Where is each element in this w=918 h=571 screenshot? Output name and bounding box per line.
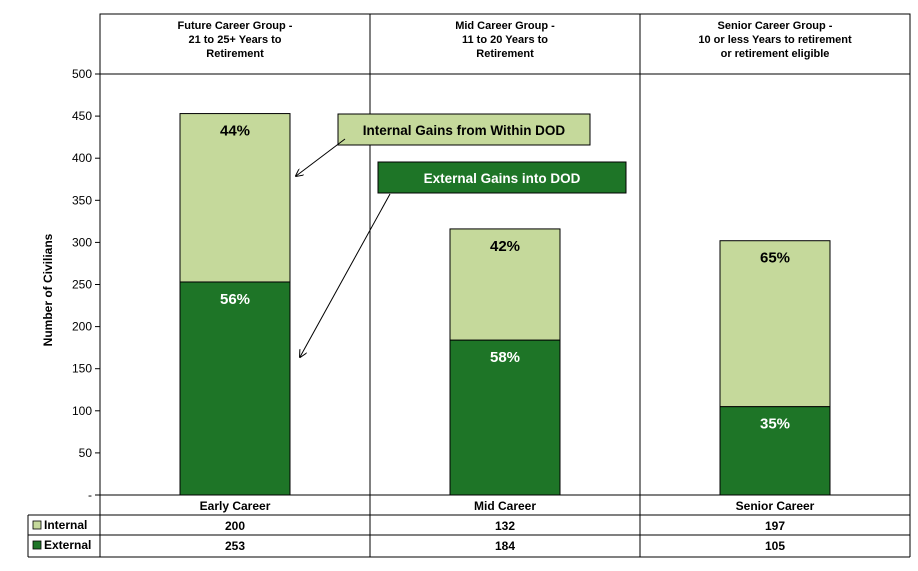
data-label-internal: 44% — [220, 123, 250, 140]
table-cell: 200 — [225, 519, 245, 533]
table-cell: 184 — [495, 539, 515, 553]
group-header-line: Mid Career Group - — [455, 20, 555, 32]
external-gains-arrow — [300, 193, 391, 357]
group-header-line: or retirement eligible — [721, 48, 830, 60]
legend-swatch — [32, 540, 42, 550]
table-cell: 105 — [765, 539, 785, 553]
group-header-box — [639, 13, 911, 75]
y-tick-label: 200 — [72, 320, 92, 334]
table-cell: 253 — [225, 539, 245, 553]
y-axis-label: Number of Civilians — [41, 233, 55, 346]
y-axis: - 50 100 150 200 250 300 350 400 450 500 — [72, 67, 100, 502]
annotations: Internal Gains from Within DOD External … — [296, 113, 627, 357]
y-tick-label: 500 — [72, 67, 92, 81]
external-gains-callout-text: External Gains into DOD — [424, 171, 581, 186]
table-category-label: Mid Career — [474, 499, 536, 513]
group-header-box — [99, 13, 371, 75]
data-label-external: 56% — [220, 291, 250, 308]
external-gains-callout-box — [377, 161, 627, 194]
bar-internal — [179, 113, 291, 283]
y-tick-label: - — [88, 488, 92, 502]
bar-external — [179, 281, 291, 496]
legend-swatch — [32, 520, 42, 530]
data-label-external: 58% — [490, 349, 520, 366]
data-table: Early Career Mid Career Senior Career Inter… — [27, 495, 911, 558]
internal-gains-arrow — [296, 138, 346, 176]
data-label-external: 35% — [760, 416, 790, 433]
y-tick-label: 400 — [72, 151, 92, 165]
group-header-line: 21 to 25+ Years to — [188, 34, 281, 46]
data-label-internal: 42% — [490, 238, 520, 255]
y-tick-label: 300 — [72, 235, 92, 249]
bars: 56% 44% 58% 42% 35% 65% — [179, 113, 831, 496]
group-header-line: 11 to 20 Years to — [462, 34, 548, 46]
bar-external — [449, 339, 561, 496]
internal-gains-callout-text: Internal Gains from Within DOD — [363, 123, 566, 138]
y-tick-label: 250 — [72, 278, 92, 292]
y-tick-label: 50 — [79, 446, 93, 460]
legend-label: Internal — [44, 518, 87, 532]
internal-gains-callout-box — [337, 113, 591, 146]
group-headers: Future Career Group - 21 to 25+ Years to R… — [99, 13, 911, 75]
group-header-line: Retirement — [206, 48, 264, 60]
y-tick-label: 450 — [72, 109, 92, 123]
legend-label: External — [44, 538, 91, 552]
data-label-internal: 65% — [760, 250, 790, 267]
bar-external — [719, 406, 831, 496]
table-cell: 197 — [765, 519, 785, 533]
group-header-line: Retirement — [476, 48, 534, 60]
table-cell: 132 — [495, 519, 515, 533]
group-header-line: Future Career Group - — [178, 20, 293, 32]
group-header-line: Senior Career Group - — [718, 20, 833, 32]
y-tick-label: 150 — [72, 362, 92, 376]
y-tick-label: 350 — [72, 193, 92, 207]
group-header-line: 10 or less Years to retirement — [698, 34, 852, 46]
table-category-label: Senior Career — [736, 499, 815, 513]
table-category-label: Early Career — [200, 499, 271, 513]
bar-internal — [719, 240, 831, 408]
y-tick-label: 100 — [72, 404, 92, 418]
bar-internal — [449, 228, 561, 341]
